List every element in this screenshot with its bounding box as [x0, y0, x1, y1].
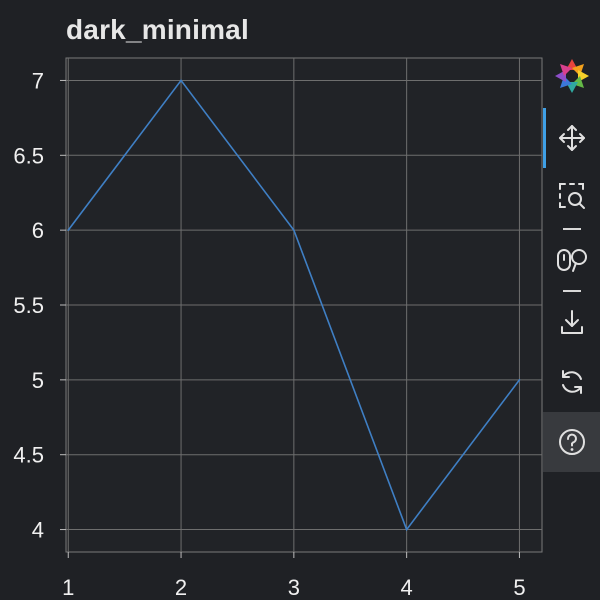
- y-tick-label: 6.5: [13, 143, 44, 168]
- active-tool-indicator: [543, 108, 546, 168]
- y-tick-label: 7: [32, 68, 44, 93]
- wheel-zoom-icon: [556, 249, 587, 272]
- box-zoom-tool[interactable]: [543, 166, 600, 226]
- bokeh-logo-icon: [554, 59, 589, 93]
- data-point: [67, 229, 70, 231]
- data-point: [293, 229, 295, 231]
- x-tick-label: 3: [288, 575, 300, 600]
- x-tick-label: 2: [175, 575, 187, 600]
- y-axis: 4 4.5 5 5.5 6 6.5 7: [13, 68, 66, 543]
- save-icon: [560, 310, 583, 334]
- chart-title: dark_minimal: [66, 14, 249, 45]
- bokeh-logo-link[interactable]: [543, 46, 600, 106]
- toolbar: [543, 52, 600, 482]
- y-tick-label: 6: [32, 218, 44, 243]
- wheel-zoom-tool[interactable]: [543, 230, 600, 290]
- data-point: [518, 379, 521, 381]
- data-point: [180, 79, 182, 82]
- reset-icon: [561, 370, 582, 394]
- pan-icon: [558, 125, 585, 151]
- help-tool[interactable]: [543, 412, 600, 472]
- x-tick-label: 4: [401, 575, 413, 600]
- toolbar-divider: [563, 228, 581, 230]
- grid-layer: [66, 58, 542, 552]
- reset-tool[interactable]: [543, 352, 600, 412]
- box-zoom-icon: [558, 183, 585, 209]
- y-tick-label: 4: [32, 518, 44, 543]
- pan-tool[interactable]: [543, 108, 600, 168]
- data-point: [405, 528, 408, 531]
- x-tick-label: 1: [62, 575, 74, 600]
- help-icon: [558, 429, 585, 455]
- save-tool[interactable]: [543, 292, 600, 352]
- y-tick-label: 4.5: [13, 443, 44, 468]
- x-axis: 1 2 3 4 5: [62, 552, 526, 600]
- y-tick-label: 5.5: [13, 293, 44, 318]
- x-tick-label: 5: [513, 575, 525, 600]
- series-layer: [67, 79, 521, 532]
- y-tick-label: 5: [32, 368, 44, 393]
- toolbar-divider: [563, 290, 581, 292]
